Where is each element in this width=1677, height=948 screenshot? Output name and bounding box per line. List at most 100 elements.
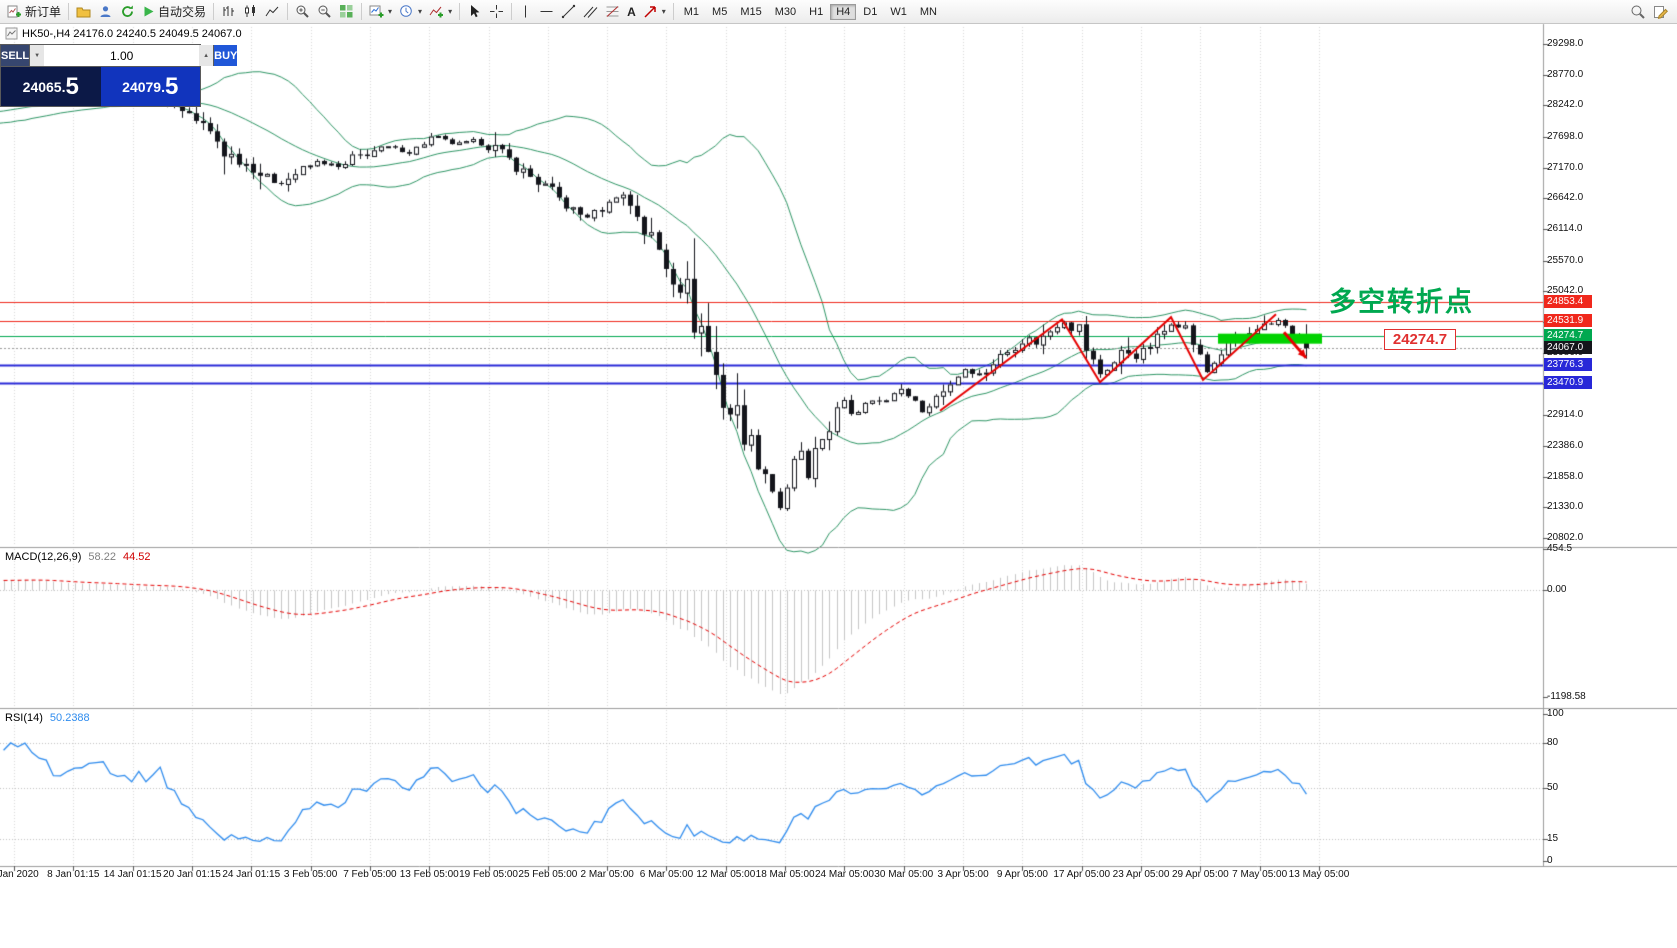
autotrade-button[interactable]: 自动交易 xyxy=(139,1,209,22)
toolbar-separator xyxy=(361,3,363,20)
new-chart-button[interactable]: ▾ xyxy=(366,2,395,21)
timeframe-mn[interactable]: MN xyxy=(919,5,937,18)
main-toolbar: 新订单 自动交易 xyxy=(0,0,1677,24)
toolbar-right-group xyxy=(1630,4,1673,20)
macd-signal-value: 44.52 xyxy=(122,551,151,563)
volume-increase-button[interactable]: ▲ xyxy=(199,45,214,66)
refresh-button[interactable] xyxy=(117,2,138,21)
crosshair-icon xyxy=(490,5,504,18)
profile-button[interactable] xyxy=(95,2,116,21)
toolbar-separator xyxy=(213,3,215,20)
sell-button[interactable]: SELL xyxy=(1,45,30,66)
toolbar-separator xyxy=(68,3,70,20)
date-tick: 19 Feb 05:00 xyxy=(459,869,518,880)
edit-icon[interactable] xyxy=(1653,4,1669,20)
buy-button[interactable]: BUY xyxy=(214,45,238,66)
date-tick: 23 Apr 05:00 xyxy=(1112,869,1170,880)
timeframe-w1[interactable]: W1 xyxy=(890,5,907,18)
clock-icon xyxy=(400,5,412,17)
search-icon[interactable] xyxy=(1630,4,1646,20)
triangle-up-icon: ▲ xyxy=(203,52,210,59)
fibonacci-icon xyxy=(606,6,619,17)
date-tick: 7 Feb 05:00 xyxy=(343,869,397,880)
volume-input[interactable] xyxy=(44,45,200,66)
candlestick-chart-icon xyxy=(245,5,256,17)
date-tick: 17 Apr 05:00 xyxy=(1053,869,1111,880)
rsi-axis-tick: 0 xyxy=(1547,855,1553,866)
bar-chart-icon xyxy=(223,6,235,16)
cursor-icon xyxy=(471,5,480,18)
price-tick: 29298.0 xyxy=(1547,38,1584,49)
timeframe-group: M1 M5 M15 M30 H1 H4 D1 W1 MN xyxy=(678,3,943,20)
chevron-down-icon: ▾ xyxy=(418,7,423,16)
buy-price[interactable]: 24079. 5 xyxy=(100,67,200,106)
periods-button[interactable]: ▾ xyxy=(396,2,425,21)
volume-stepper: ▼ ▲ xyxy=(29,45,215,66)
date-tick: 29 Apr 05:00 xyxy=(1172,869,1229,880)
toolbar-separator xyxy=(511,3,513,20)
date-tick: 6 Mar 05:00 xyxy=(639,869,694,880)
candlestick-chart-button[interactable] xyxy=(240,2,261,21)
price-tick: 22914.0 xyxy=(1547,409,1584,421)
timeframe-h4[interactable]: H4 xyxy=(830,3,857,20)
date-tick: 2 Jan 2020 xyxy=(0,869,39,880)
toolbar-separator xyxy=(672,3,674,20)
horizontal-line-button[interactable] xyxy=(536,2,557,21)
chevron-down-icon: ▾ xyxy=(661,7,666,16)
vertical-line-icon xyxy=(525,5,527,18)
arrow-tool-icon xyxy=(644,6,656,18)
date-tick: 3 Feb 05:00 xyxy=(283,869,338,880)
date-tick: 20 Jan 01:15 xyxy=(163,869,221,880)
macd-axis-tick: 454.5 xyxy=(1547,543,1573,555)
refresh-icon xyxy=(122,5,133,17)
price-callout-box[interactable]: 24274.7 xyxy=(1384,329,1456,350)
trade-widget-top-row: SELL ▼ ▲ BUY xyxy=(1,45,238,67)
rsi-label: RSI(14) 50.2388 xyxy=(5,712,90,724)
arrows-button[interactable]: ▾ xyxy=(640,2,669,21)
price-tick: 27170.0 xyxy=(1547,161,1584,173)
toolbar-separator xyxy=(459,3,461,20)
tile-windows-button[interactable] xyxy=(336,2,357,21)
zoom-in-button[interactable] xyxy=(292,2,313,21)
line-chart-icon xyxy=(265,6,279,17)
line-chart-button[interactable] xyxy=(262,2,283,21)
sell-price-main: 24065. xyxy=(22,78,66,95)
trendline-button[interactable] xyxy=(558,2,579,21)
timeframe-m1[interactable]: M1 xyxy=(683,5,700,18)
sell-price[interactable]: 24065. 5 xyxy=(1,67,101,106)
sell-price-pip: 5 xyxy=(65,72,79,100)
macd-axis-tick: 0.00 xyxy=(1547,584,1567,595)
channel-button[interactable] xyxy=(580,2,601,21)
timeframe-m30[interactable]: M30 xyxy=(774,5,797,18)
zoom-out-icon xyxy=(318,5,331,18)
timeframe-m5[interactable]: M5 xyxy=(712,5,728,18)
rsi-name: RSI(14) xyxy=(5,712,43,724)
crosshair-button[interactable] xyxy=(486,2,507,21)
rsi-axis-tick: 100 xyxy=(1547,708,1564,719)
autotrade-play-icon xyxy=(144,6,154,17)
chevron-down-icon: ▾ xyxy=(448,7,453,16)
macd-label: MACD(12,26,9) 58.22 44.52 xyxy=(5,551,150,563)
price-tag-23470.9: 23470.9 xyxy=(1544,375,1592,389)
zoom-out-button[interactable] xyxy=(314,2,335,21)
timeframe-h1[interactable]: H1 xyxy=(809,5,824,18)
cursor-button[interactable] xyxy=(464,2,485,21)
new-order-button[interactable]: 新订单 xyxy=(4,1,64,22)
fibonacci-button[interactable] xyxy=(602,2,623,21)
price-tag-24853.4: 24853.4 xyxy=(1544,295,1592,309)
timeframe-m15[interactable]: M15 xyxy=(740,5,762,18)
timeframe-d1[interactable]: D1 xyxy=(863,5,878,18)
tile-windows-icon xyxy=(340,5,353,18)
volume-decrease-button[interactable]: ▼ xyxy=(30,45,45,66)
price-tag-24531.9: 24531.9 xyxy=(1544,314,1592,328)
vertical-line-button[interactable] xyxy=(516,2,535,21)
chart-header: HK50-,H4 24176.0 24240.5 24049.5 24067.0 xyxy=(5,27,242,40)
bar-chart-button[interactable] xyxy=(218,2,239,21)
folder-button[interactable] xyxy=(73,2,94,21)
chart-annotation-text[interactable]: 多空转折点 xyxy=(1329,287,1474,317)
price-tick: 27698.0 xyxy=(1547,131,1584,143)
price-tick: 25570.0 xyxy=(1547,254,1584,266)
text-button[interactable]: A xyxy=(624,3,639,21)
indicators-button[interactable]: ▾ xyxy=(426,2,455,21)
